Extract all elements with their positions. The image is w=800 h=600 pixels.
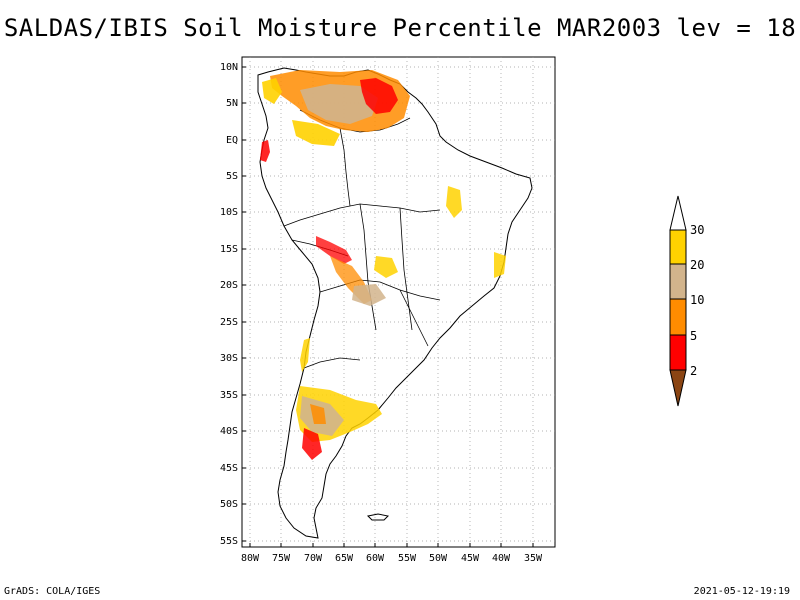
lon-gridlines — [249, 57, 534, 547]
lon-label: 45W — [461, 553, 480, 564]
legend-label: 30 — [690, 223, 704, 237]
lon-label: 40W — [492, 553, 511, 564]
lon-label: 60W — [366, 553, 385, 564]
patch-patagonia-orange — [310, 404, 326, 424]
lon-label: 35W — [524, 553, 543, 564]
lat-label: 5S — [226, 171, 238, 182]
lat-label: 20S — [220, 280, 238, 291]
patch-north-tan — [300, 84, 378, 124]
lat-label: 15S — [220, 244, 238, 255]
lon-label: 80W — [241, 553, 260, 564]
lat-label: 50S — [220, 499, 238, 510]
legend-swatch-5-10 — [669, 298, 687, 336]
moisture-patches — [260, 70, 506, 460]
legend-top-triangle — [669, 195, 687, 231]
legend-label: 5 — [690, 329, 697, 343]
lon-label: 75W — [272, 553, 291, 564]
map-title: SALDAS/IBIS Soil Moisture Percentile MAR… — [3, 14, 797, 42]
legend-label: 20 — [690, 258, 704, 272]
lat-label: 55S — [220, 536, 238, 547]
footer-timestamp: 2021-05-12-19:19 — [693, 586, 790, 597]
lon-label: 55W — [398, 553, 417, 564]
patch-patagonia-red — [302, 428, 322, 460]
lat-label: 40S — [220, 426, 238, 437]
lat-label: 35S — [220, 390, 238, 401]
patch-southeast-yellow — [494, 252, 506, 278]
lat-label: 30S — [220, 353, 238, 364]
map-frame — [241, 56, 556, 548]
frame-ticks — [242, 66, 534, 547]
legend-swatch-20-30 — [669, 229, 687, 265]
patch-north-yellow — [292, 120, 340, 146]
legend-swatch-10-20 — [669, 263, 687, 300]
legend-label: 10 — [690, 293, 704, 307]
legend-bottom-triangle — [669, 369, 687, 407]
patch-andes-central — [316, 236, 352, 264]
lat-gridlines — [242, 66, 555, 542]
lat-label: 10S — [220, 207, 238, 218]
lat-label: EQ — [226, 135, 238, 146]
lon-label: 50W — [429, 553, 448, 564]
patch-central-yellow — [374, 256, 398, 278]
lat-label: 25S — [220, 317, 238, 328]
lon-label: 65W — [335, 553, 354, 564]
lat-labels: 10N 5N EQ 5S 10S 15S 20S 25S 30S 35S 40S… — [220, 62, 238, 547]
patch-chaco-tan — [352, 284, 386, 306]
patch-east-yellow — [446, 186, 462, 218]
lat-label: 10N — [220, 62, 238, 73]
lat-label: 5N — [226, 98, 238, 109]
lon-label: 70W — [304, 553, 323, 564]
lat-label: 45S — [220, 463, 238, 474]
color-legend — [669, 195, 687, 407]
legend-label: 2 — [690, 364, 697, 378]
patch-northwest-yellow — [262, 78, 282, 104]
falkland-islands — [366, 513, 390, 521]
legend-labels: 30 20 10 5 2 — [690, 223, 704, 378]
patch-andes-red — [260, 140, 270, 162]
footer-credit: GrADS: COLA/IGES — [4, 586, 101, 597]
patch-north-red — [360, 78, 398, 114]
lon-labels: 80W 75W 70W 65W 60W 55W 50W 45W 40W 35W — [241, 553, 543, 564]
legend-swatch-2-5 — [669, 334, 687, 371]
patch-chile-strip — [300, 338, 310, 372]
